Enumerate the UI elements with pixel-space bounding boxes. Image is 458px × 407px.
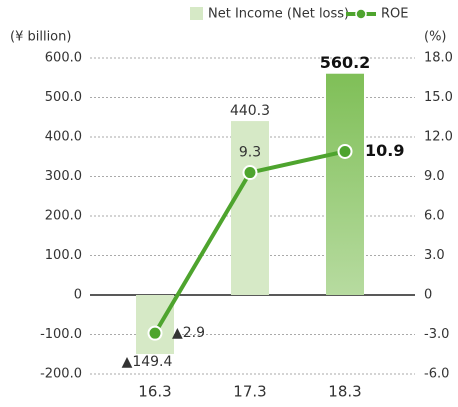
bar-value-label: 560.2: [320, 53, 371, 72]
y2-tick-label: 6.0: [424, 209, 445, 224]
y2-tick-label: -3.0: [424, 327, 449, 342]
y-tick-label: 100.0: [45, 248, 82, 263]
y-axis-label: (¥ billion): [10, 30, 71, 45]
x-tick-label: 16.3: [138, 383, 171, 401]
bar: [136, 295, 174, 355]
bar-value-label: ▲149.4: [122, 354, 173, 370]
y2-tick-label: 12.0: [424, 130, 453, 145]
y2-tick-label: 15.0: [424, 90, 453, 105]
y-tick-label: 200.0: [45, 209, 82, 224]
y-tick-label: -100.0: [40, 327, 82, 342]
bar: [231, 121, 269, 295]
legend-swatch: [190, 7, 203, 20]
legend-label: Net Income (Net loss): [208, 7, 349, 22]
y2-axis-label: (%): [424, 30, 447, 45]
y-tick-label: 300.0: [45, 169, 82, 184]
line-value-label: 9.3: [239, 145, 261, 161]
y2-tick-label: 3.0: [424, 248, 445, 263]
bar: [326, 73, 364, 295]
x-tick-label: 18.3: [328, 383, 361, 401]
line-value-label: ▲2.9: [172, 325, 205, 341]
line-point: [147, 325, 163, 341]
y2-tick-label: 0: [424, 288, 432, 303]
y2-tick-label: 9.0: [424, 169, 445, 184]
legend-dot: [355, 8, 367, 20]
legend-label: ROE: [381, 7, 408, 22]
line-value-label: 10.9: [365, 141, 404, 160]
y2-tick-label: 18.0: [424, 51, 453, 66]
y-tick-label: -200.0: [40, 367, 82, 382]
y-tick-label: 0: [74, 288, 82, 303]
y2-tick-label: -6.0: [424, 367, 449, 382]
y-tick-label: 500.0: [45, 90, 82, 105]
line-point: [242, 165, 258, 181]
y-tick-label: 600.0: [45, 51, 82, 66]
line-point: [337, 143, 353, 159]
bar-value-label: 440.3: [230, 103, 270, 119]
y-tick-label: 400.0: [45, 130, 82, 145]
x-tick-label: 17.3: [233, 383, 266, 401]
